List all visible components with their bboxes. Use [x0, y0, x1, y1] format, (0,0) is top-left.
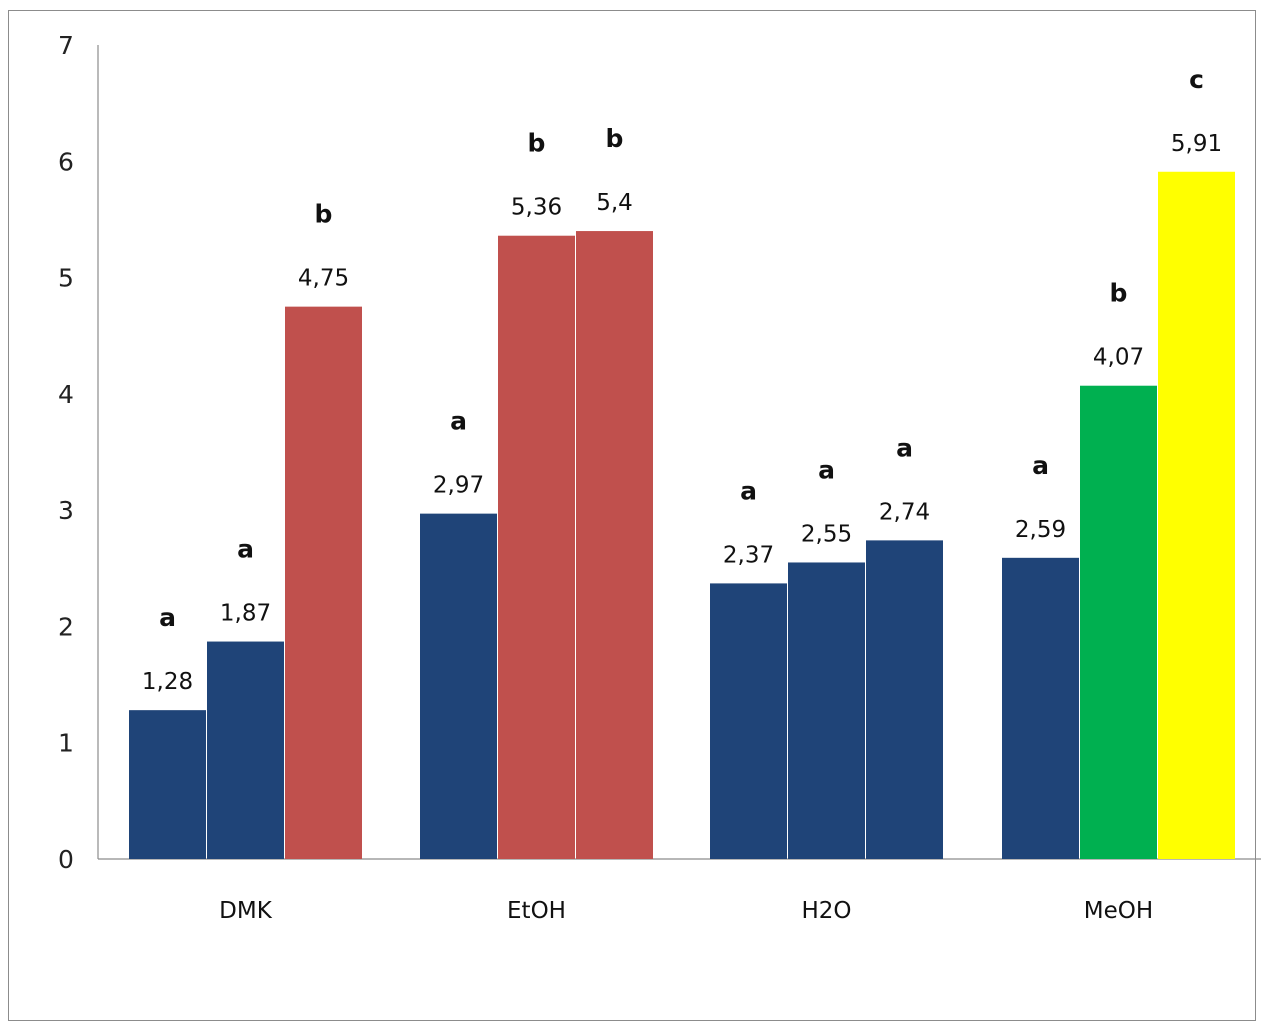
y-tick-label: 3: [58, 496, 74, 525]
data-label: 2,74: [879, 499, 930, 525]
data-label: 1,87: [220, 601, 271, 627]
x-tick-label: DMK: [219, 898, 273, 924]
bar: [1080, 385, 1157, 859]
x-tick-label: EtOH: [507, 898, 566, 924]
significance-letter: a: [740, 476, 757, 505]
data-label: 5,36: [511, 195, 562, 221]
bar: [129, 710, 206, 859]
significance-letter: b: [315, 200, 333, 229]
significance-letter: a: [159, 603, 176, 632]
bar: [788, 562, 865, 859]
significance-letter: a: [237, 535, 254, 564]
significance-letter: c: [1189, 65, 1204, 94]
bar: [710, 583, 787, 859]
bar: [498, 235, 575, 860]
significance-letter: b: [528, 129, 546, 158]
data-label: 5,4: [596, 190, 633, 216]
data-label: 2,55: [801, 521, 852, 547]
x-tick-label: MeOH: [1084, 898, 1153, 924]
bar: [576, 231, 653, 860]
x-tick-label: H2O: [801, 898, 851, 924]
y-tick-label: 1: [58, 729, 74, 758]
y-tick-label: 0: [58, 845, 74, 874]
bar: [285, 306, 362, 860]
significance-letter: a: [450, 407, 467, 436]
data-label: 1,28: [142, 669, 193, 695]
y-tick-label: 2: [58, 612, 74, 641]
y-tick-label: 4: [58, 380, 74, 409]
y-tick-label: 7: [58, 31, 74, 60]
data-label: 5,91: [1171, 131, 1222, 157]
significance-letter: a: [896, 433, 913, 462]
bar: [207, 641, 284, 859]
y-tick-label: 6: [58, 147, 74, 176]
significance-letter: b: [606, 124, 624, 153]
data-label: 2,59: [1015, 517, 1066, 543]
bar: [1158, 171, 1235, 859]
data-label: 4,07: [1093, 345, 1144, 371]
bar: [420, 513, 497, 859]
significance-letter: b: [1110, 279, 1128, 308]
data-label: 4,75: [298, 266, 349, 292]
data-label: 2,37: [723, 542, 774, 568]
y-tick-label: 5: [58, 264, 74, 293]
bar: [866, 540, 943, 859]
data-label: 2,97: [433, 473, 484, 499]
bar: [1002, 557, 1079, 859]
significance-letter: a: [1032, 451, 1049, 480]
significance-letter: a: [818, 455, 835, 484]
